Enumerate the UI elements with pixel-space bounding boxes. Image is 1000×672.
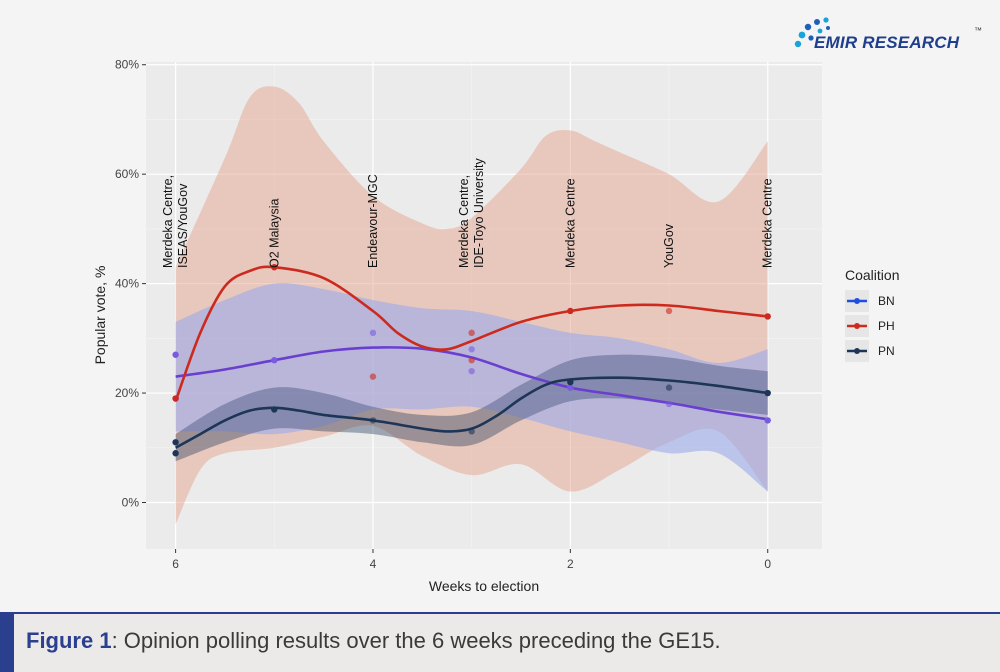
line-pn — [174, 376, 768, 449]
legend-key-point — [854, 323, 860, 329]
point-pn — [172, 450, 179, 457]
point-ph — [665, 307, 673, 315]
legend-title: Coalition — [845, 267, 899, 283]
pollster-labels: Merdeka Centre, ISEAS/YouGov O2 Malaysia En… — [161, 158, 775, 268]
point-pn — [369, 417, 377, 424]
point-bn — [271, 357, 278, 364]
y-tick-label: 0% — [122, 495, 140, 509]
y-tick-label: 20% — [115, 386, 139, 400]
band-bn — [175, 283, 768, 492]
point-ph — [468, 357, 475, 364]
pollster-line: Merdeka Centre — [761, 178, 775, 268]
point-ph — [764, 313, 771, 320]
band-bn-tint — [175, 283, 768, 492]
pollster-line: Merdeka Centre, — [161, 175, 175, 268]
point-pn — [567, 378, 574, 386]
logo-text: EMIR RESEARCH — [814, 33, 960, 52]
y-axis-title: Popular vote, % — [92, 266, 108, 365]
band-pn — [175, 354, 768, 462]
x-tick-label: 2 — [567, 557, 574, 571]
point-bn — [468, 346, 475, 353]
pollster-label: Merdeka Centre, ISEAS/YouGov — [161, 175, 190, 268]
legend-label: PH — [878, 319, 895, 333]
pollster-line: ISEAS/YouGov — [176, 183, 190, 268]
x-tick-label: 4 — [370, 557, 377, 571]
legend-label: BN — [878, 294, 895, 308]
chart: Merdeka Centre, ISEAS/YouGov O2 Malaysia En… — [92, 58, 899, 594]
point-ph — [271, 263, 278, 271]
axes: 0% 20% 40% 60% 80% 6 4 2 0 — [115, 58, 771, 571]
y-tick-label: 80% — [115, 58, 139, 72]
point-bn — [369, 329, 377, 337]
point-ph — [369, 373, 377, 380]
pollster-label: Merdeka Centre, IDE-Toyo University — [457, 158, 486, 268]
figure-caption: Figure 1: Opinion polling results over t… — [26, 628, 721, 654]
point-bn — [764, 417, 771, 424]
point-pn — [764, 389, 771, 397]
pollster-line: O2 Malaysia — [267, 198, 281, 268]
legend: Coalition BN PH PN — [845, 267, 899, 362]
pollster-line: IDE-Toyo University — [472, 158, 486, 268]
pollster-line: Merdeka Centre — [563, 178, 577, 268]
line-ph — [174, 265, 768, 402]
logo-dots-icon — [794, 17, 830, 48]
y-tick-label: 40% — [115, 277, 139, 291]
point-ph — [172, 395, 179, 402]
y-tick-label: 60% — [115, 167, 139, 181]
caption-text: : Opinion polling results over the 6 wee… — [111, 628, 721, 653]
pollster-label: O2 Malaysia — [267, 198, 281, 268]
point-bn — [665, 400, 673, 408]
pollster-label: Endeavour-MGC — [366, 174, 380, 268]
pollster-line: Merdeka Centre, — [457, 175, 471, 268]
pollster-label: Merdeka Centre — [563, 178, 577, 268]
point-ph — [468, 329, 475, 337]
x-tick-label: 6 — [172, 557, 179, 571]
legend-label: PN — [878, 344, 895, 358]
x-tick-label: 0 — [764, 557, 771, 571]
pollster-line: Endeavour-MGC — [366, 174, 380, 268]
point-pn — [172, 439, 179, 446]
pollster-line: YouGov — [662, 223, 676, 268]
pollster-label: Merdeka Centre — [761, 178, 775, 268]
point-ph — [567, 307, 574, 315]
emir-research-logo: EMIR RESEARCH ™ — [790, 14, 990, 64]
legend-key-point — [854, 298, 860, 304]
figure-caption-bar: Figure 1: Opinion polling results over t… — [0, 612, 1000, 672]
figure-label: Figure 1 — [26, 628, 112, 653]
point-pn — [271, 406, 278, 413]
x-axis-title: Weeks to election — [429, 578, 539, 594]
caption-accent — [0, 614, 14, 672]
point-bn — [172, 351, 179, 358]
point-pn — [468, 428, 475, 435]
poll-points — [172, 263, 771, 457]
point-pn — [665, 384, 673, 391]
pollster-label: YouGov — [662, 223, 676, 268]
point-bn — [567, 384, 574, 391]
logo-trademark: ™ — [974, 26, 982, 35]
legend-key-point — [854, 348, 860, 354]
point-bn — [468, 367, 475, 375]
